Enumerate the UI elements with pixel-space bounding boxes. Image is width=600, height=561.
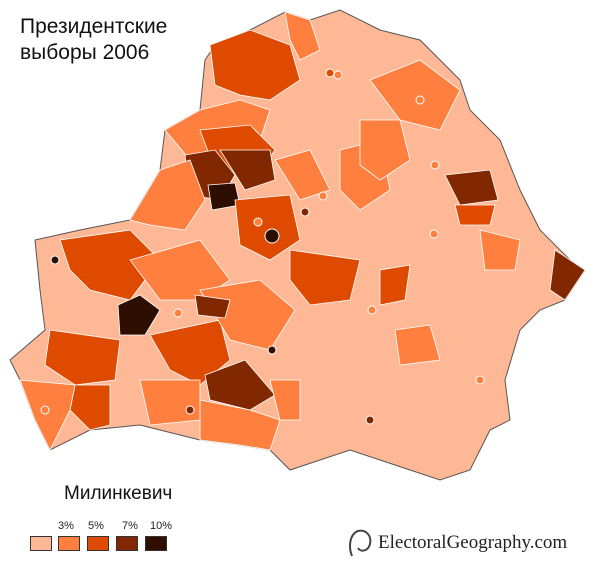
- city-marker: [415, 95, 425, 105]
- district-region: [359, 119, 411, 181]
- city-marker: [475, 375, 485, 385]
- legend-label-7: 7%: [122, 520, 138, 532]
- district-region: [194, 294, 231, 319]
- legend-label-3: 3%: [58, 520, 74, 532]
- legend-label-5: 5%: [88, 520, 104, 532]
- city-marker: [430, 160, 440, 170]
- district-region: [117, 294, 161, 336]
- district-region: [454, 204, 496, 226]
- legend-label-10: 10%: [150, 520, 173, 532]
- district-region: [199, 279, 296, 351]
- city-marker: [365, 415, 375, 425]
- legend-swatch-4: [116, 536, 138, 551]
- city-marker: [50, 255, 60, 265]
- city-marker: [253, 217, 263, 227]
- city-marker: [40, 405, 50, 415]
- city-marker: [367, 305, 377, 315]
- district-region: [209, 29, 301, 101]
- candidate-name: Милинкевич: [64, 483, 173, 504]
- city-marker: [318, 191, 328, 201]
- district-region: [394, 324, 441, 366]
- district-region: [549, 249, 586, 301]
- logo-icon: [349, 529, 372, 557]
- credit-text: ElectoralGeography.com: [378, 532, 568, 553]
- district-region: [139, 379, 201, 426]
- district-region: [207, 182, 241, 211]
- district-region: [219, 149, 276, 191]
- city-marker: [264, 228, 280, 244]
- city-marker: [429, 229, 439, 239]
- district-region: [444, 169, 499, 206]
- district-region: [19, 379, 76, 451]
- district-region: [274, 149, 331, 201]
- title-line-2: выборы 2006: [20, 41, 150, 64]
- district-region: [199, 399, 281, 451]
- district-region: [44, 329, 121, 386]
- district-region: [289, 249, 361, 306]
- district-region: [129, 159, 206, 231]
- city-marker: [173, 308, 183, 318]
- district-region: [479, 229, 521, 271]
- district-region: [369, 59, 461, 131]
- city-marker: [333, 70, 343, 80]
- district-region: [204, 359, 276, 411]
- district-region: [284, 11, 321, 61]
- city-marker: [325, 68, 335, 78]
- legend-swatch-3: [87, 536, 109, 551]
- city-marker: [300, 207, 310, 217]
- district-region: [234, 194, 301, 261]
- legend-swatch-1: [30, 536, 52, 551]
- city-marker: [185, 405, 195, 415]
- credit: ElectoralGeography.com: [346, 528, 567, 558]
- map-title: Президентские выборы 2006: [20, 14, 167, 66]
- legend-swatch-2: [58, 536, 80, 551]
- district-region: [269, 379, 301, 421]
- city-marker: [267, 345, 277, 355]
- legend-swatch-5: [145, 536, 167, 551]
- district-region: [379, 264, 411, 306]
- title-line-1: Президентские: [20, 15, 168, 38]
